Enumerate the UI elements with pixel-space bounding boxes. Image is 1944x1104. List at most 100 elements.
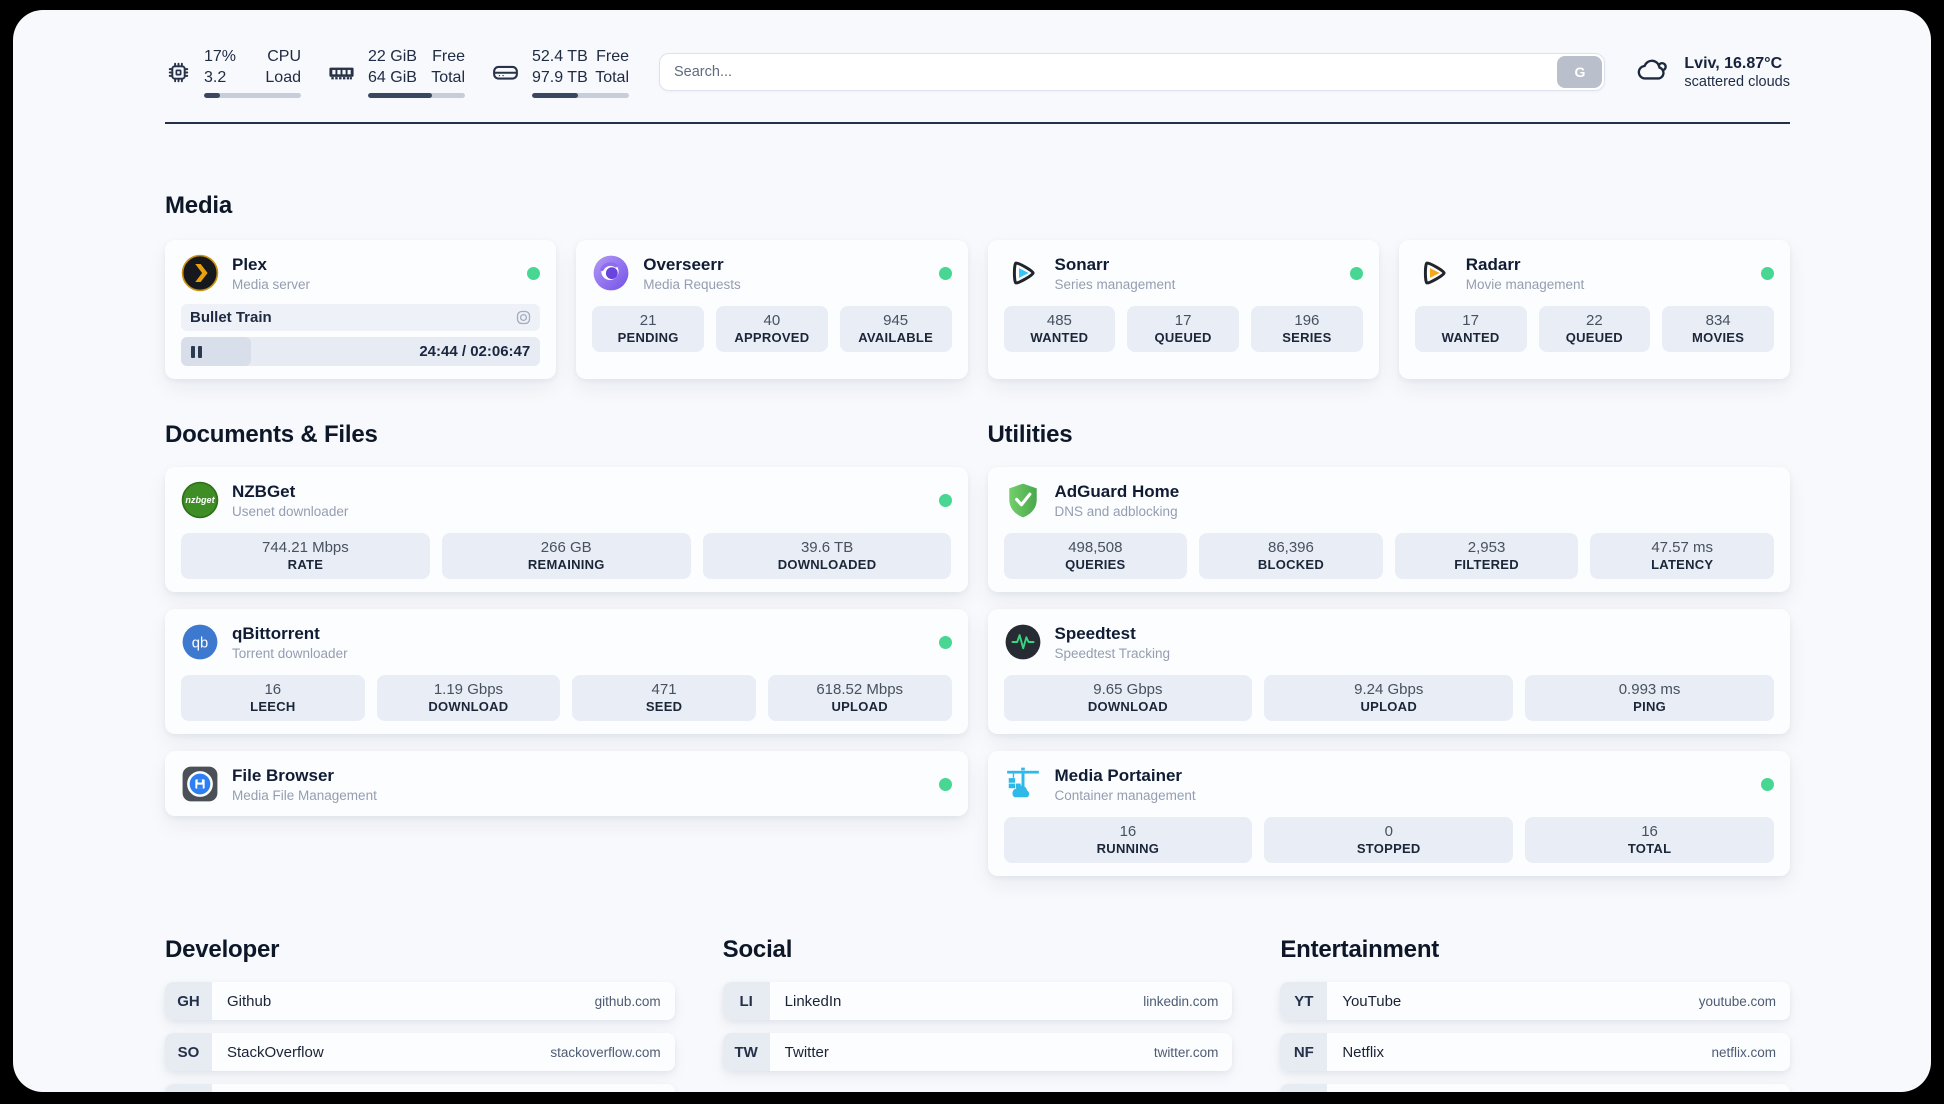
link-url: github.com [594,993,661,1009]
system-stats-group: 17% 3.2 CPU Load [165,46,629,99]
cpu-load-value: 3.2 [204,69,227,87]
app-subtitle: Speedtest Tracking [1054,645,1171,661]
app-card-filebrowser[interactable]: File Browser Media File Management [165,751,968,817]
disk-free-value: 52.4 TB [532,48,588,65]
entertainment-group: Entertainment YT YouTube youtube.com NF … [1280,936,1790,1092]
link-github[interactable]: GH Github github.com [165,982,675,1021]
plex-icon [181,254,219,292]
link-badge: TW [722,1033,770,1072]
now-playing-title: Bullet Train [190,309,272,327]
stat-box: 618.52 Mbps UPLOAD [767,675,952,722]
app-card-radarr[interactable]: Radarr Movie management 17 WANTED 22 QUE… [1398,240,1790,380]
stat-box: 1.19 Gbps DOWNLOAD [376,675,561,722]
link-label: YouTube [1342,992,1402,1010]
app-subtitle: Usenet downloader [232,503,349,519]
link-stackoverflow[interactable]: SO StackOverflow stackoverflow.com [165,1033,675,1072]
link-label: Twitter [784,1043,829,1061]
status-online-dot [938,635,952,649]
link-badge: YT [1280,982,1328,1021]
app-subtitle: Media server [232,276,311,292]
app-card-plex[interactable]: Plex Media server Bullet Train [165,240,557,380]
link-badge: NF [1280,1033,1328,1072]
app-subtitle: Container management [1054,787,1196,803]
sonarr-icon [1004,254,1042,292]
app-name: Speedtest [1054,623,1136,643]
header-divider [165,122,1790,125]
speedtest-icon [1004,623,1042,661]
stat-box: 47.57 ms LATENCY [1590,533,1774,580]
disk-usage-bar [532,93,629,99]
app-card-overseerr[interactable]: Overseerr Media Requests 21 PENDING 40 A… [576,240,968,380]
link-label: LinkedIn [784,992,842,1010]
cpu-widget: 17% 3.2 CPU Load [165,46,301,99]
top-header: 17% 3.2 CPU Load [165,46,1790,99]
link-badge: SO [165,1033,212,1072]
dashboard-screen: 17% 3.2 CPU Load [13,10,1931,1092]
link-youtube[interactable]: YT YouTube youtube.com [1280,982,1790,1021]
memory-total-value: 64 GiB [368,69,417,87]
adguard-icon [1004,481,1042,519]
link-linkedin[interactable]: LI LinkedIn linkedin.com [722,982,1233,1021]
link-badge: DT [165,1084,212,1092]
memory-total-label: Total [431,69,465,87]
stat-box: 17 QUEUED [1127,306,1239,353]
app-name: Radarr [1465,254,1521,274]
weather-location-temp: Lviv, 16.87°C [1684,54,1783,72]
app-name: Plex [232,254,267,274]
app-card-sonarr[interactable]: Sonarr Series management 485 WANTED 17 Q… [987,240,1379,380]
status-online-dot [938,493,952,507]
app-name: qBittorrent [232,623,320,643]
app-card-adguard[interactable]: AdGuard Home DNS and adblocking 498,508 … [987,467,1790,593]
cpu-usage-value: 17% [204,48,237,65]
developer-group: Developer GH Github github.com SO StackO… [165,936,675,1092]
section-title-entertainment: Entertainment [1280,936,1440,964]
app-card-qbittorrent[interactable]: qb qBittorrent Torrent downloader [165,609,968,735]
filebrowser-icon [181,765,219,803]
weather-widget: Lviv, 16.87°C scattered clouds [1635,52,1790,93]
disk-icon [491,58,520,87]
section-title-media: Media [165,192,233,220]
qbittorrent-icon: qb [181,623,219,661]
link-url: youtube.com [1698,993,1776,1009]
app-name: AdGuard Home [1054,481,1180,501]
app-subtitle: Series management [1054,276,1176,292]
stat-box: 16 TOTAL [1525,817,1774,864]
stat-box: 2,953 FILTERED [1394,533,1579,580]
utilities-column: Utilities [987,421,1790,877]
status-online-dot [938,266,952,280]
pause-icon[interactable] [191,345,202,358]
playback-progress-bar: 24:44 / 02:06:47 [181,337,541,367]
app-card-nzbget[interactable]: nzbget NZBGet Usenet downloader 74 [165,467,968,593]
app-card-speedtest[interactable]: Speedtest Speedtest Tracking 9.65 Gbps D… [987,609,1790,735]
stat-box: 485 WANTED [1003,306,1116,353]
section-title-social: Social [722,936,793,964]
section-title-utilities: Utilities [987,421,1073,449]
cpu-label: CPU [267,48,301,65]
search-input[interactable] [659,53,1606,92]
link-dev[interactable]: DT DEV dev.to [165,1084,675,1092]
overseerr-icon [592,254,630,292]
stat-box: 9.65 Gbps DOWNLOAD [1003,675,1253,722]
stat-box: 498,508 QUERIES [1003,533,1188,580]
stat-box: 0 STOPPED [1264,817,1514,864]
now-playing-row: Bullet Train [181,304,541,332]
link-netflix[interactable]: NF Netflix netflix.com [1280,1033,1790,1072]
section-title-developer: Developer [165,936,280,964]
app-name: Overseerr [643,254,724,274]
app-name: Sonarr [1054,254,1110,274]
memory-icon [327,58,356,87]
link-reddit[interactable]: RE Reddit reddit.com [1280,1084,1790,1092]
nzbget-icon: nzbget [181,481,219,519]
stat-box: 744.21 Mbps RATE [181,533,430,580]
link-twitter[interactable]: TW Twitter twitter.com [722,1033,1233,1072]
search-engine-button[interactable]: G [1557,56,1603,89]
status-online-dot [1761,777,1774,791]
stat-box: 39.6 TB DOWNLOADED [702,533,952,580]
stat-box: 834 MOVIES [1662,306,1774,353]
status-online-dot [527,266,541,280]
app-card-portainer[interactable]: Media Portainer Container management 16 … [987,751,1790,877]
app-subtitle: Torrent downloader [232,645,348,661]
app-subtitle: Movie management [1465,276,1585,292]
memory-widget: 22 GiB 64 GiB Free Total [327,46,465,99]
stat-box: 17 WANTED [1414,306,1527,353]
